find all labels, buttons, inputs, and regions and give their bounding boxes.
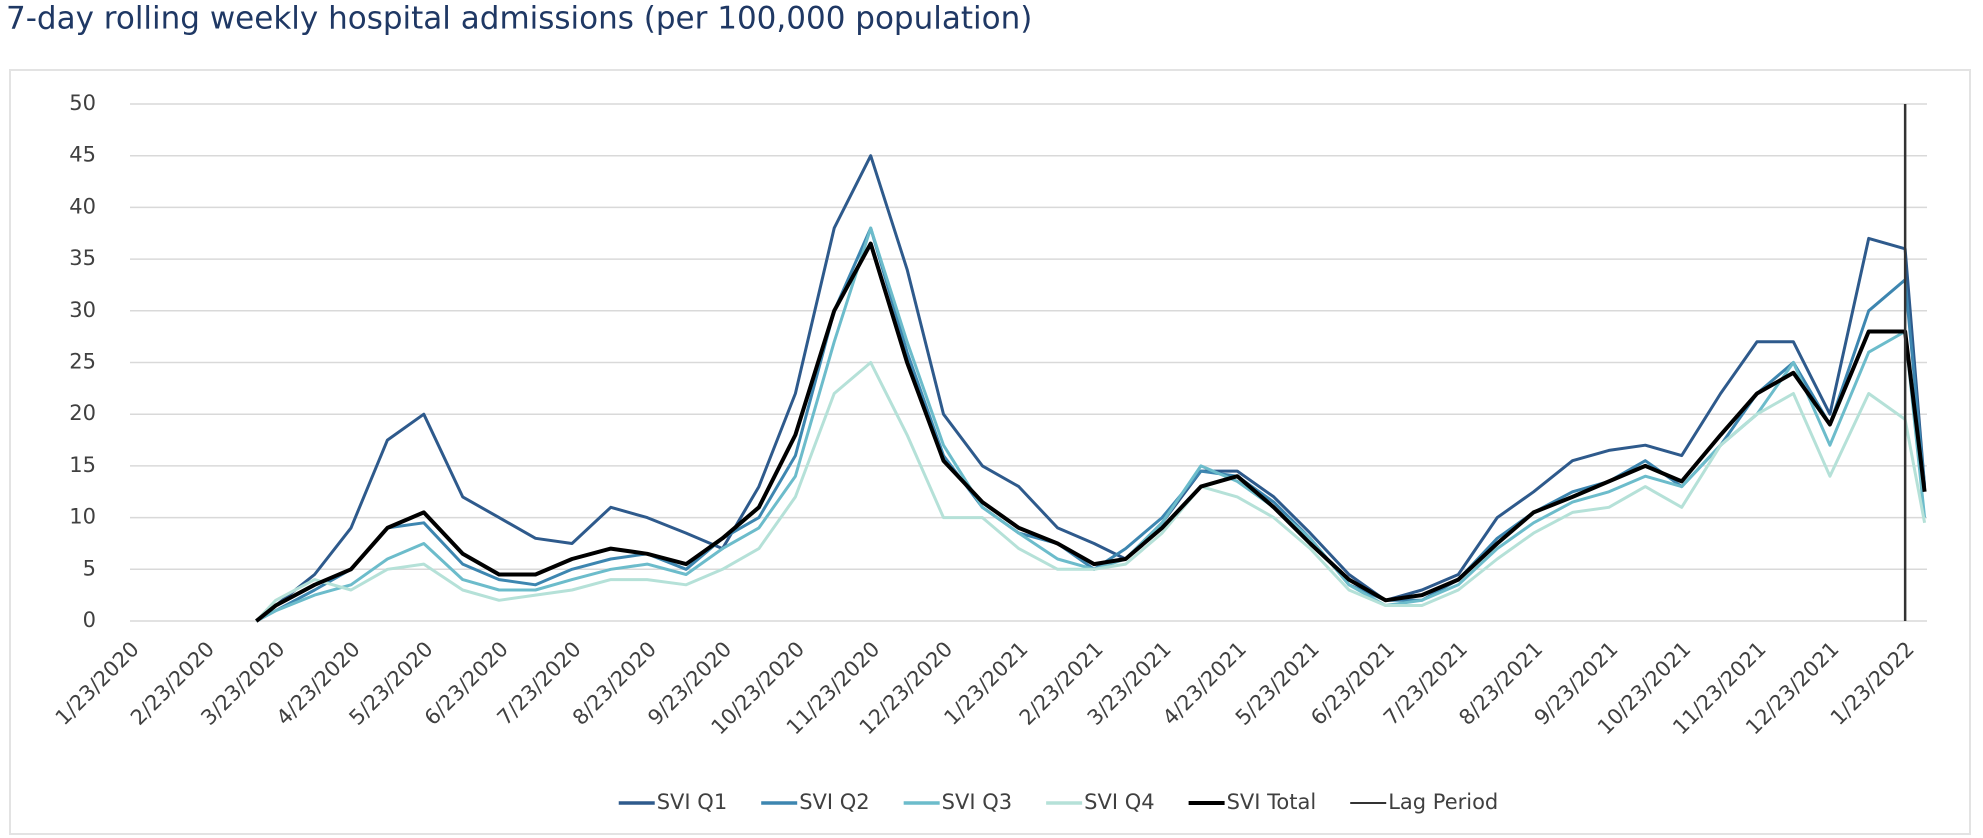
legend-label: SVI Q2 xyxy=(799,790,869,814)
y-tick-label: 35 xyxy=(69,246,96,270)
y-tick-label: 0 xyxy=(83,608,96,632)
legend-label: SVI Q4 xyxy=(1084,790,1154,814)
legend-label: SVI Q3 xyxy=(942,790,1012,814)
y-tick-label: 15 xyxy=(69,453,96,477)
legend-label: SVI Q1 xyxy=(657,790,727,814)
y-tick-label: 30 xyxy=(69,298,96,322)
legend-label: SVI Total xyxy=(1227,790,1317,814)
series-line xyxy=(255,154,1927,623)
series-line xyxy=(255,241,1927,623)
y-tick-label: 40 xyxy=(69,194,96,218)
y-tick-label: 20 xyxy=(69,401,96,425)
y-tick-label: 45 xyxy=(69,143,96,167)
y-tick-label: 10 xyxy=(69,505,96,529)
y-tick-label: 5 xyxy=(83,556,96,580)
y-tick-label: 50 xyxy=(69,91,96,115)
chart-title: 7-day rolling weekly hospital admissions… xyxy=(6,1,1032,37)
y-tick-label: 25 xyxy=(69,350,96,374)
chart-frame xyxy=(9,69,1971,835)
series-line xyxy=(255,361,1927,623)
legend: SVI Q1 SVI Q2 SVI Q3 SVI Q4 SVI Total Lag Per… xyxy=(618,790,1498,814)
legend-label: Lag Period xyxy=(1388,790,1498,814)
